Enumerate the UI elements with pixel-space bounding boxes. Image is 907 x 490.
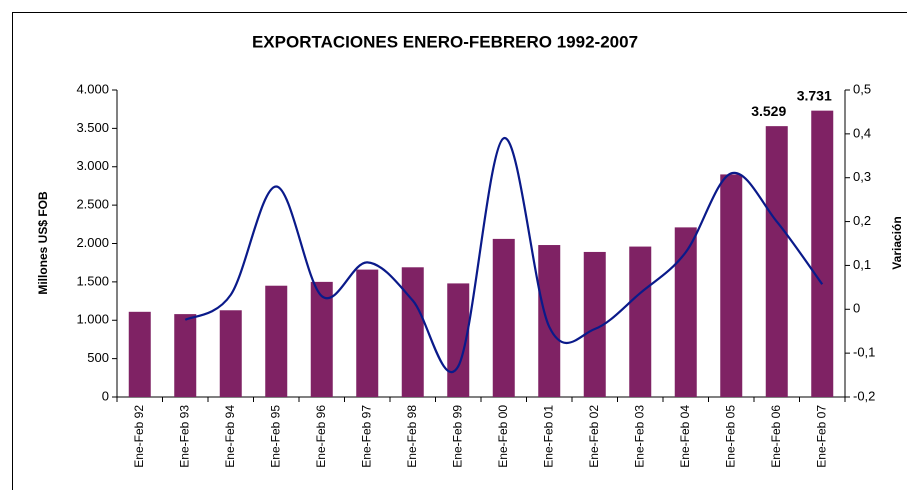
bar bbox=[128, 311, 151, 397]
bar bbox=[538, 245, 561, 397]
x-tick-label: Ene-Feb 03 bbox=[632, 405, 646, 468]
y2-axis-title: Variación bbox=[890, 216, 904, 269]
x-tick-label: Ene-Feb 95 bbox=[268, 405, 282, 468]
y2-tick-label: -0,2 bbox=[853, 388, 875, 403]
bar bbox=[583, 251, 606, 397]
y2-tick-label: 0 bbox=[853, 301, 860, 316]
x-tick-label: Ene-Feb 05 bbox=[723, 405, 737, 468]
y-tick-label: 2.000 bbox=[76, 235, 109, 250]
bar bbox=[765, 126, 788, 398]
bar bbox=[174, 314, 197, 397]
bar bbox=[629, 246, 652, 397]
y2-tick-label: -0,1 bbox=[853, 345, 875, 360]
x-tick-label: Ene-Feb 06 bbox=[769, 405, 783, 468]
bar bbox=[492, 238, 515, 397]
x-tick-label: Ene-Feb 96 bbox=[314, 405, 328, 468]
y2-tick-label: 0,1 bbox=[853, 257, 871, 272]
y-tick-label: 3.500 bbox=[76, 120, 109, 135]
x-tick-label: Ene-Feb 97 bbox=[359, 405, 373, 468]
bar bbox=[447, 283, 470, 397]
y-tick-label: 1.000 bbox=[76, 312, 109, 327]
x-tick-label: Ene-Feb 93 bbox=[177, 405, 191, 468]
bar bbox=[310, 281, 333, 397]
y2-tick-label: 0,4 bbox=[853, 125, 871, 140]
y2-tick-label: 0,5 bbox=[853, 81, 871, 96]
x-tick-label: Ene-Feb 94 bbox=[223, 405, 237, 468]
y-tick-label: 3.000 bbox=[76, 158, 109, 173]
y-tick-label: 2.500 bbox=[76, 197, 109, 212]
bar bbox=[674, 227, 697, 397]
bar bbox=[356, 269, 379, 397]
value-label: 3.731 bbox=[797, 87, 832, 103]
chart-title: EXPORTACIONES ENERO-FEBRERO 1992-2007 bbox=[252, 32, 638, 51]
y2-tick-label: 0,3 bbox=[853, 169, 871, 184]
y-tick-label: 500 bbox=[87, 350, 109, 365]
bar bbox=[265, 285, 288, 397]
y2-tick-label: 0,2 bbox=[853, 213, 871, 228]
bar bbox=[811, 110, 834, 397]
x-tick-label: Ene-Feb 92 bbox=[132, 405, 146, 468]
bar bbox=[219, 310, 242, 397]
x-tick-label: Ene-Feb 00 bbox=[496, 405, 510, 468]
x-tick-label: Ene-Feb 98 bbox=[405, 405, 419, 468]
frame bbox=[12, 12, 907, 490]
line bbox=[184, 137, 824, 374]
y-tick-label: 1.500 bbox=[76, 273, 109, 288]
y-tick-label: 4.000 bbox=[76, 81, 109, 96]
x-tick-label: Ene-Feb 99 bbox=[450, 405, 464, 468]
y-axis-title: Millones US$ FOB bbox=[36, 191, 50, 295]
value-label: 3.529 bbox=[751, 103, 786, 119]
x-tick-label: Ene-Feb 01 bbox=[541, 405, 555, 468]
bar bbox=[401, 267, 424, 397]
y-tick-label: 0 bbox=[102, 388, 109, 403]
x-tick-label: Ene-Feb 02 bbox=[587, 405, 601, 468]
bar bbox=[720, 174, 743, 397]
x-tick-label: Ene-Feb 04 bbox=[678, 405, 692, 468]
x-tick-label: Ene-Feb 07 bbox=[814, 405, 828, 468]
